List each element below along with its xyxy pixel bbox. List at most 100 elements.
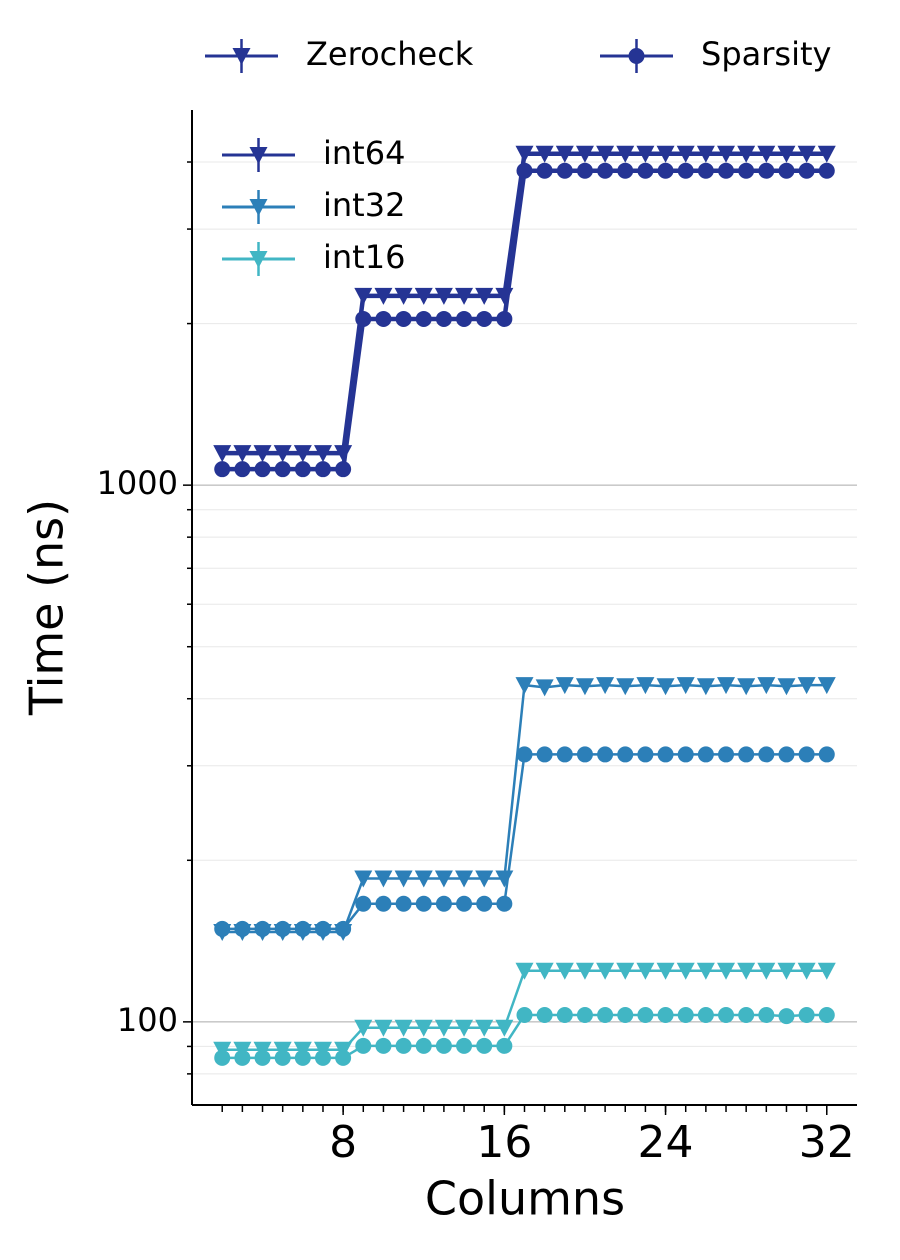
marker (475, 870, 494, 888)
marker (476, 895, 493, 912)
marker (476, 1037, 493, 1054)
marker (374, 870, 393, 888)
marker (758, 1006, 775, 1023)
marker (335, 1049, 352, 1066)
marker (249, 147, 268, 164)
marker (677, 1006, 694, 1023)
marker (597, 162, 614, 179)
marker (249, 199, 268, 216)
marker (274, 920, 291, 937)
marker (394, 1019, 413, 1037)
marker (355, 310, 372, 327)
marker (696, 145, 715, 163)
marker (354, 287, 373, 305)
marker (616, 678, 635, 696)
marker (697, 162, 714, 179)
marker (415, 310, 432, 327)
marker (817, 962, 836, 980)
marker (718, 162, 735, 179)
marker (214, 461, 231, 478)
marker (818, 1006, 835, 1023)
marker (456, 310, 473, 327)
x-tick-label: 16 (476, 1117, 532, 1168)
marker (249, 251, 268, 268)
marker (778, 746, 795, 763)
marker (697, 746, 714, 763)
marker (738, 1006, 755, 1023)
x-tick-label: 32 (799, 1117, 855, 1168)
marker (738, 746, 755, 763)
marker (233, 445, 252, 463)
marker (475, 1019, 494, 1037)
marker (757, 677, 776, 695)
marker (636, 962, 655, 980)
y-tick-label: 100 (117, 1001, 178, 1039)
marker (597, 1006, 614, 1023)
marker (555, 962, 574, 980)
marker (777, 962, 796, 980)
marker (415, 895, 432, 912)
y-axis-label: Time (ns) (20, 499, 74, 716)
marker (274, 1049, 291, 1066)
marker (657, 162, 674, 179)
marker (294, 920, 311, 937)
series-line (222, 168, 827, 472)
y-tick-label: 1000 (97, 464, 178, 502)
marker (656, 678, 675, 696)
marker (617, 162, 634, 179)
marker (355, 895, 372, 912)
marker (817, 145, 836, 163)
marker (314, 1049, 331, 1066)
marker (616, 145, 635, 163)
marker (597, 746, 614, 763)
marker (777, 678, 796, 696)
marker (798, 162, 815, 179)
marker (757, 962, 776, 980)
marker (375, 1037, 392, 1054)
marker (375, 310, 392, 327)
marker (515, 677, 534, 695)
marker (435, 895, 452, 912)
marker (355, 1037, 372, 1054)
marker (536, 162, 553, 179)
marker (575, 678, 594, 696)
marker (696, 678, 715, 696)
marker (575, 145, 594, 163)
marker (516, 162, 533, 179)
marker (737, 962, 756, 980)
marker (555, 677, 574, 695)
marker (617, 746, 634, 763)
marker (717, 145, 736, 163)
marker (515, 962, 534, 980)
marker (576, 1006, 593, 1023)
marker (758, 162, 775, 179)
marker (777, 145, 796, 163)
marker (536, 1006, 553, 1023)
marker (374, 287, 393, 305)
marker (696, 962, 715, 980)
marker (496, 1037, 513, 1054)
marker (455, 1019, 474, 1037)
marker (414, 287, 433, 305)
marker (434, 1019, 453, 1037)
marker (415, 1037, 432, 1054)
marker (535, 962, 554, 980)
marker (314, 920, 331, 937)
marker (414, 1019, 433, 1037)
series-line (222, 151, 827, 456)
marker (213, 445, 232, 463)
marker (456, 1037, 473, 1054)
marker (637, 162, 654, 179)
marker (798, 746, 815, 763)
marker (335, 461, 352, 478)
marker (758, 746, 775, 763)
marker (496, 310, 513, 327)
marker (556, 1006, 573, 1023)
marker (556, 746, 573, 763)
marker (778, 1008, 795, 1025)
marker (395, 310, 412, 327)
marker (475, 287, 494, 305)
marker (676, 962, 695, 980)
marker (737, 678, 756, 696)
